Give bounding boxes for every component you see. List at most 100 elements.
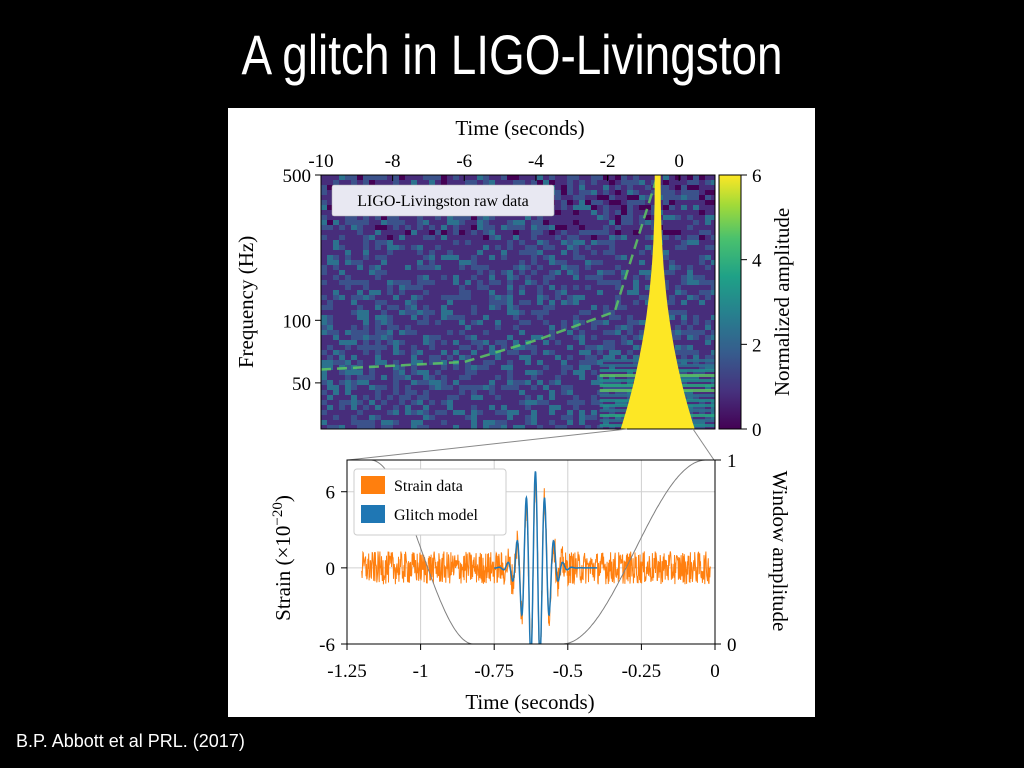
spectrogram-cell: [453, 420, 460, 426]
spectrogram-cell: [489, 360, 496, 366]
spectrogram-cell: [393, 350, 400, 356]
spectrogram-cell: [531, 315, 538, 321]
spectrogram-cell: [633, 270, 640, 276]
spectrogram-cell: [375, 180, 382, 186]
spectrogram-cell: [627, 380, 634, 386]
spectrogram-cell: [501, 230, 508, 236]
spectrogram-cell: [423, 405, 430, 411]
spectrogram-cell: [423, 395, 430, 401]
spectrogram-cell: [411, 215, 418, 221]
spectrogram-cell: [597, 335, 604, 341]
spectrogram-cell: [495, 295, 502, 301]
spectrogram-cell: [687, 400, 694, 406]
spectrogram-cell: [345, 255, 352, 261]
spectrogram-cell: [375, 390, 382, 396]
spectrogram-cell: [525, 310, 532, 316]
spectrogram-cell: [381, 420, 388, 426]
spectrogram-cell: [471, 245, 478, 251]
spectrogram-cell: [699, 205, 706, 211]
spectrogram-cell: [711, 270, 715, 276]
spectrogram-cell: [573, 190, 580, 196]
spectrogram-cell: [675, 210, 682, 216]
spectrogram-cell: [609, 330, 616, 336]
spectrogram-cell: [633, 275, 640, 281]
spectrogram-cell: [675, 280, 682, 286]
spectrogram-cell: [423, 420, 430, 426]
spectrogram-cell: [675, 190, 682, 196]
spectrogram-cell: [579, 280, 586, 286]
spectrogram-cell: [447, 180, 454, 186]
window-y-tick-label: 1: [727, 451, 737, 472]
spectrogram-cell: [711, 305, 715, 311]
spectrogram-cell: [429, 315, 436, 321]
spectrogram-cell: [333, 300, 340, 306]
spectrogram-cell: [645, 230, 652, 236]
spectrogram-cell: [465, 175, 472, 181]
spectrogram-cell: [501, 275, 508, 281]
spectrogram-cell: [693, 415, 700, 421]
spectrogram-cell: [375, 290, 382, 296]
spectrogram-cell: [609, 310, 616, 316]
spectrogram-cell: [651, 195, 658, 201]
spectrogram-cell: [441, 425, 448, 429]
spectrogram-cell: [543, 375, 550, 381]
spectrogram-cell: [573, 315, 580, 321]
spectrogram-cell: [567, 185, 574, 191]
spectrogram-cell: [477, 360, 484, 366]
spectrogram-cell: [513, 425, 520, 429]
spectrogram-cell: [441, 355, 448, 361]
spectrogram-cell: [645, 270, 652, 276]
spectrogram-cell: [345, 395, 352, 401]
spectrogram-cell: [435, 410, 442, 416]
spectrogram-cell: [699, 315, 706, 321]
spectrogram-cell: [573, 385, 580, 391]
spectrogram-cell: [609, 195, 616, 201]
spectrogram-cell: [429, 290, 436, 296]
spectrogram-cell: [429, 375, 436, 381]
spectrogram-cell: [543, 400, 550, 406]
spectrogram-cell: [585, 175, 592, 181]
spectrogram-cell: [705, 350, 712, 356]
spectrogram-cell: [579, 375, 586, 381]
spectrogram-cell: [345, 265, 352, 271]
spectrogram-cell: [561, 280, 568, 286]
spectrogram-cell: [381, 255, 388, 261]
spectrogram-cell: [603, 415, 610, 421]
spectrogram-cell: [537, 415, 544, 421]
spectrogram-cell: [459, 395, 466, 401]
spectrogram-cell: [423, 275, 430, 281]
spectrogram-cell: [597, 305, 604, 311]
spectrogram-cell: [447, 225, 454, 231]
spectrogram-cell: [489, 400, 496, 406]
spectrogram-cell: [537, 405, 544, 411]
spectrogram-cell: [369, 395, 376, 401]
spectrogram-cell: [435, 405, 442, 411]
spectrogram-cell: [603, 315, 610, 321]
spectrogram-cell: [381, 250, 388, 256]
spectrogram-cell: [501, 395, 508, 401]
spectrogram-cell: [621, 390, 628, 396]
spectrogram-cell: [369, 310, 376, 316]
spectrogram-cell: [351, 375, 358, 381]
glitch-model-series: [494, 471, 598, 644]
spectrogram-cell: [621, 285, 628, 291]
spectrogram-cell: [567, 190, 574, 196]
spectrogram-cell: [705, 345, 712, 351]
spectrogram-cell: [477, 400, 484, 406]
spectrogram-cell: [543, 250, 550, 256]
spectrogram-cell: [579, 285, 586, 291]
spectrogram-cell: [549, 245, 556, 251]
spectrogram-cell: [393, 325, 400, 331]
spectrogram-cell: [375, 385, 382, 391]
spectrogram-cell: [423, 305, 430, 311]
spectrogram-cell: [561, 220, 568, 226]
spectrogram-x-tick-label: -8: [385, 151, 401, 172]
spectrogram-cell: [363, 290, 370, 296]
spectrogram-cell: [489, 240, 496, 246]
spectrogram-cell: [417, 325, 424, 331]
spectrogram-cell: [585, 220, 592, 226]
spectrogram-cell: [525, 290, 532, 296]
spectrogram-cell: [561, 200, 568, 206]
spectrogram-cell: [675, 355, 682, 361]
spectrogram-cell: [471, 280, 478, 286]
